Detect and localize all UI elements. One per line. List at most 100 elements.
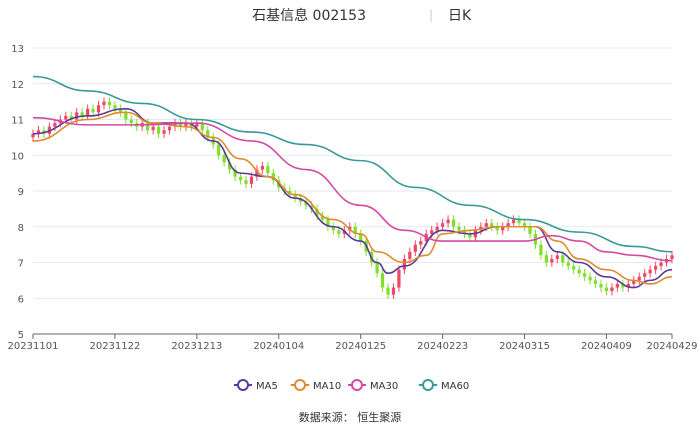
candle-down [451,219,456,227]
legend-marker [351,379,363,391]
candle-down [118,108,123,113]
candlesticks [31,97,674,299]
candle-up [555,255,559,259]
candle-down [80,112,84,116]
legend-item-ma30[interactable]: MA30 [348,379,398,392]
line-ma60 [32,75,673,253]
candle-up [484,223,488,227]
candle-down [178,123,183,127]
candle-up [435,226,439,231]
candle-down [156,126,161,134]
legend-item-ma60[interactable]: MA60 [419,379,469,392]
candle-up [430,230,434,234]
y-tick-label: 8 [18,223,24,234]
candle-down [337,230,341,234]
candle-down [304,201,308,206]
y-tick-label: 13 [11,44,24,55]
line-ma5 [32,107,673,289]
y-tick-label: 9 [18,187,24,198]
candle-up [408,251,412,259]
candle-down [380,273,385,288]
candle-down [69,115,73,120]
y-tick-label: 11 [11,116,24,127]
candle-down [146,123,150,131]
candle-down [544,255,549,263]
legend-item-ma5[interactable]: MA5 [234,379,278,392]
candle-down [266,165,270,174]
candle-down [353,226,357,234]
x-tick-label: 20240223 [417,341,468,352]
candle-down [468,233,472,238]
legend-marker [294,379,306,391]
line-ma10 [32,111,673,285]
legend[interactable]: MA5 MA10 MA30 MA60 [234,379,469,392]
candle-up [610,287,614,292]
x-tick-label: 20240409 [581,341,632,352]
candle-up [670,255,674,259]
y-tick-label: 10 [11,151,24,162]
candle-up [162,130,166,134]
legend-label: MA10 [313,381,341,392]
data-source: 数据来源： 恒生聚源 [299,410,402,424]
candle-down [577,269,581,274]
x-tick-label: 20231213 [171,341,222,352]
y-tick-label: 7 [18,259,24,270]
candle-down [517,219,521,224]
candle-down [588,276,592,281]
candle-down [107,101,112,106]
candle-up [626,283,630,288]
x-tick-label: 20240125 [335,341,386,352]
candle-down [200,123,204,131]
candle-up [419,241,423,245]
candle-down [271,173,275,181]
candle-up [102,101,106,106]
candle-down [561,255,565,263]
candle-up [167,126,172,131]
candle-down [522,223,527,227]
candle-up [397,269,401,288]
candle-up [643,273,647,277]
y-tick-label: 5 [18,330,24,341]
candle-down [238,176,243,181]
candle-down [326,219,330,227]
candle-up [659,262,663,267]
candle-down [298,198,303,202]
candle-up [85,108,90,116]
candle-up [637,276,641,281]
legend-label: MA30 [370,381,398,392]
candle-down [462,230,467,234]
candle-up [64,115,68,120]
candle-down [91,108,95,113]
legend-label: MA5 [256,381,278,392]
candle-up [511,219,516,224]
stock-title: 石基信息 002153 [252,7,366,24]
candle-down [490,223,494,227]
candle-down [572,266,576,270]
y-tick-label: 6 [18,294,24,305]
period-label: 日K [448,8,472,24]
candle-down [113,105,117,109]
candle-down [539,244,543,256]
candle-down [293,194,297,199]
candle-up [260,165,265,170]
candle-up [173,123,177,127]
x-tick-label: 20240315 [499,341,550,352]
candle-up [550,258,554,263]
legend-marker [422,379,434,391]
candle-up [440,223,445,227]
legend-item-ma10[interactable]: MA10 [291,379,341,392]
candle-up [615,283,620,288]
candle-down [495,226,499,231]
moving-average-lines [32,75,673,289]
candle-down [359,233,363,242]
candle-down [582,273,587,277]
candle-down [217,144,221,156]
line-ma30 [32,116,673,262]
x-tick-label: 20240429 [647,341,698,352]
candle-up [413,244,417,252]
candle-down [566,262,570,267]
x-tick-label: 20231101 [8,341,59,352]
candle-up [446,219,450,224]
candle-up [195,123,199,127]
